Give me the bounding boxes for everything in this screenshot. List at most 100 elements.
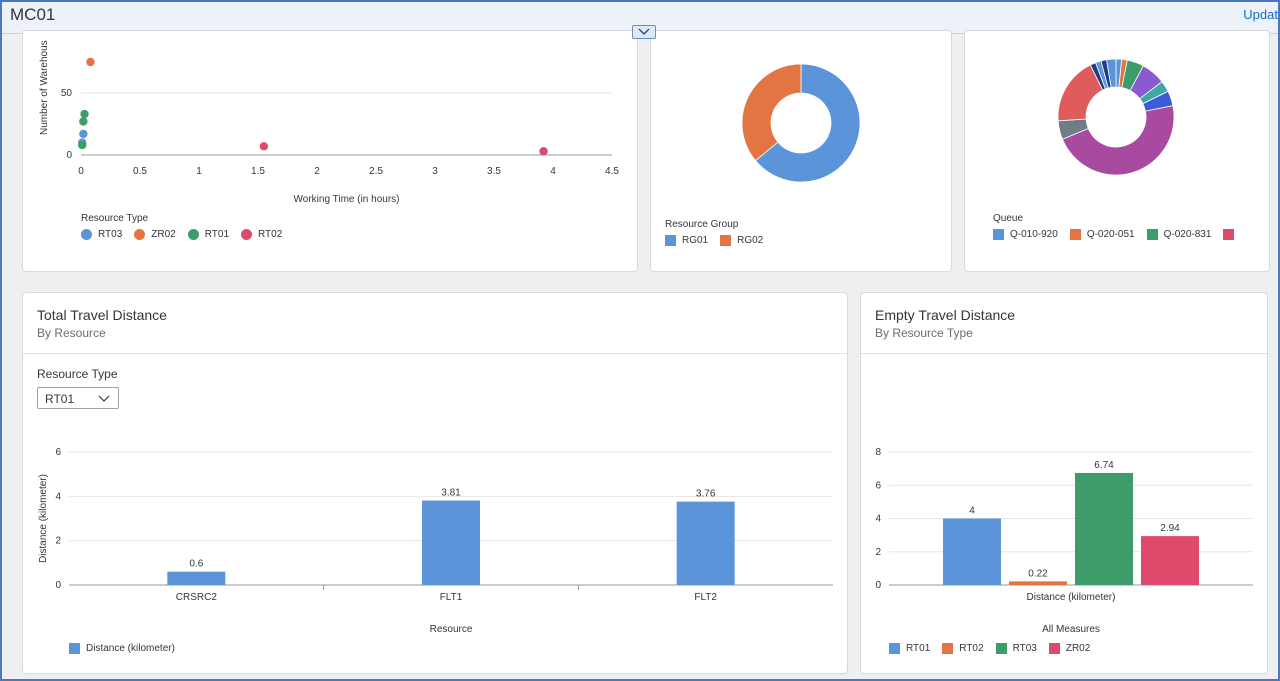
y-axis-title: Distance (kilometer) [38,474,49,563]
legend-label: Q-010-920 [1010,229,1058,240]
y-tick-label: 6 [55,447,61,458]
x-tick-label: Distance (kilometer) [1027,592,1116,603]
total-travel-legend: Distance (kilometer) [69,643,187,654]
legend-item[interactable]: RG02 [720,235,763,246]
legend-item[interactable]: ZR02 [1048,643,1091,654]
legend-label: Q-020-831 [1163,229,1212,240]
resource-group-card: Resource Group RG01 RG02 [650,30,952,272]
data-point [79,117,88,126]
update-link[interactable]: Updat [1243,7,1278,22]
resource-type-select[interactable]: RT01 [37,387,119,409]
bar [1141,536,1199,585]
x-tick-label: 2 [314,166,320,177]
data-label: 2.94 [1160,523,1180,534]
legend-item[interactable]: Q-010-920 [993,229,1058,240]
empty-travel-bar-chart: 0 2 4 6 8 4 0.22 6.74 2.94 Distance (kilometer) Al… [875,447,1253,635]
data-label: 0.22 [1028,568,1048,579]
bar [943,518,1001,585]
legend-label: Q-020-051 [1086,229,1135,240]
legend-swatch [995,643,1007,654]
x-tick-label: 3 [432,166,438,177]
x-axis-title: All Measures [1042,624,1100,635]
empty-travel-legend: RT01 RT02 RT03 ZR02 [889,643,1102,654]
legend-item[interactable]: Distance (kilometer) [69,643,175,654]
legend-item[interactable]: RG01 [665,235,708,246]
legend-swatch [889,643,900,654]
filter-label: Resource Type [37,367,118,381]
data-point [539,147,548,156]
y-tick-label: 4 [55,491,61,502]
scatter-chart: 0 50 0 0.5 1 1.5 2 2.5 3 3.5 4 4.5 Working Time (in … [39,40,619,205]
queue-card: Queue Q-010-920 Q-020-051 Q-020-831 C [964,30,1270,272]
legend-marker [81,229,92,240]
data-label: 4 [969,506,975,517]
x-tick-label: 1 [196,166,202,177]
legend-marker [241,229,253,240]
legend-label: RT03 [1012,643,1037,654]
y-tick-label: 0 [66,150,72,161]
y-tick-label: 50 [61,88,73,99]
legend-swatch [720,235,732,246]
collapse-header-button[interactable] [632,25,656,39]
select-value: RT01 [45,392,75,406]
scatter-legend-title: Resource Type [81,213,149,224]
data-point [80,109,89,119]
card-title: Total Travel Distance [37,307,167,323]
bar [676,501,735,585]
legend-label: RT01 [906,643,931,654]
legend-label: Distance (kilometer) [86,643,175,654]
y-tick-label: 6 [875,480,881,491]
bar [422,500,480,585]
x-tick-label: 2.5 [369,166,383,177]
legend-marker [134,229,146,240]
legend-item[interactable]: RT03 [81,229,122,240]
legend-label: ZR02 [151,229,176,240]
x-tick-label: 0.5 [133,166,147,177]
x-tick-label: FLT2 [694,592,717,603]
legend-item[interactable]: Q-020-831 [1146,229,1212,240]
legend-item[interactable]: Q-020-051 [1069,229,1135,240]
y-tick-label: 0 [55,580,61,591]
data-label: 0.6 [189,559,203,570]
x-tick-label: CRSRC2 [176,592,218,603]
legend-label: RT02 [959,643,984,654]
card-title: Empty Travel Distance [875,307,1016,323]
donut-slice [754,63,861,183]
legend-item[interactable]: RT02 [942,643,984,654]
legend-label: RG01 [682,235,709,246]
legend-marker [187,229,199,240]
x-axis-title: Resource [430,624,473,635]
queue-legend: Q-010-920 Q-020-051 Q-020-831 C [993,229,1239,240]
y-tick-label: 2 [55,536,61,547]
x-tick-label: 4.5 [605,166,619,177]
card-divider [23,353,847,354]
queue-legend-viewport: Q-010-920 Q-020-051 Q-020-831 C [993,229,1239,243]
data-label: 6.74 [1094,460,1114,471]
bar [1075,472,1133,585]
data-label: 3.76 [696,489,716,500]
data-point [79,129,88,139]
legend-label: RT02 [258,229,283,240]
chevron-down-icon [638,28,650,35]
legend-item[interactable]: RT01 [889,643,930,654]
x-tick-label: 3.5 [487,166,501,177]
legend-item[interactable]: C [1223,229,1239,240]
card-subtitle: By Resource [37,326,106,340]
legend-item[interactable]: RT02 [241,229,282,240]
legend-item[interactable]: RT03 [995,643,1037,654]
legend-label: ZR02 [1065,643,1091,654]
card-divider [861,353,1267,354]
total-travel-bar-chart: 0 2 4 6 0.6 CRSRC2 3.81 FLT1 3.76 FLT2 Resource Dis… [38,447,833,635]
scatter-legend: RT03 ZR02 RT01 RT02 [81,229,294,240]
x-tick-label: FLT1 [440,592,463,603]
card-subtitle: By Resource Type [875,326,973,340]
legend-item[interactable]: RT01 [187,229,229,240]
legend-swatch [1069,229,1081,240]
chevron-down-icon [98,395,110,402]
legend-item[interactable]: ZR02 [134,229,176,240]
x-tick-label: 0 [78,166,84,177]
data-point [259,142,269,151]
data-label: 3.81 [441,488,461,499]
legend-label: RT03 [98,229,123,240]
queue-donut [1057,58,1175,176]
